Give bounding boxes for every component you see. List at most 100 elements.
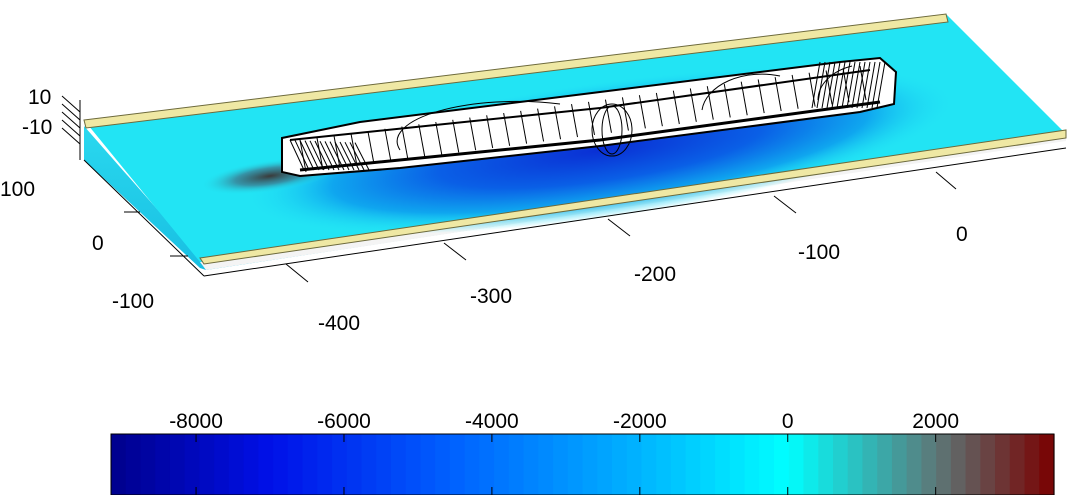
colorbar-cell [700,434,716,495]
hull-section-line [384,128,392,162]
colorbar-cell [184,434,201,495]
hull-bow-line [831,61,841,109]
colorbar-cell [479,434,495,495]
colorbar-cell [523,434,539,495]
hull-section-line [554,106,562,140]
colorbar-cell [832,434,849,495]
hull-bow-line [861,61,871,109]
colorbar-cell [376,434,392,495]
colorbar-cell [965,434,981,495]
x-tick-label: -400 [318,312,360,335]
colorbar-cell [199,434,215,495]
hull-section-line [486,115,494,149]
colorbar-cell [332,434,348,495]
colorbar-tick-label: -8000 [169,410,223,433]
hull-section-line [638,95,646,129]
hull-stern-line [324,141,340,171]
colorbar-cell [155,434,171,495]
colorbar-tick-label: -2000 [613,410,667,433]
hull-section-line [791,74,799,109]
hull-section-line [621,97,629,131]
colorbar-cell [390,434,407,495]
hull-stern-line [349,142,365,171]
hull-deck [289,69,871,141]
colorbar-cell [1009,434,1026,495]
hull-bow-line [821,61,831,109]
hull-bow-line [871,61,881,109]
hull-section-line [299,139,307,173]
colorbar-cell [287,434,304,495]
colorbar: -8000 -6000 -4000 -2000 0 2000 [110,410,1055,495]
colorbar-cell [641,434,657,495]
hull-bow-line [836,61,846,109]
y-tick-label: 0 [92,232,104,255]
colorbar-cell [420,434,436,495]
colorbar-cell [435,434,451,495]
colorbar-cell [788,434,805,495]
colorbar-cell [111,434,127,495]
hull-stern-line [314,140,330,171]
z-tick-label: -10 [22,116,52,139]
colorbar-cell [449,434,466,495]
hull-section-line [723,83,731,118]
colorbar-cell [670,434,687,495]
colorbar-cell [1039,434,1055,495]
colorbar-cell [891,434,908,495]
colorbar-cell [1024,434,1040,495]
colorbar-cell [214,434,230,495]
hull-bow-line [826,61,836,109]
colorbar-cell [906,434,922,495]
x-tick-label: 0 [956,223,968,246]
colorbar-cell [140,434,156,495]
x-tick-label: -200 [634,263,676,286]
hull-bow-line [851,61,861,109]
hull-stern-line [319,140,335,171]
colorbar-cell [685,434,701,495]
hull-stern-line [309,140,325,171]
hull-stern-line [344,141,360,171]
hull-bow-line [866,61,876,109]
hull-bow-line [846,61,856,109]
colorbar-cell [818,434,834,495]
colorbar-tick-label: 0 [782,410,794,433]
colorbar-cell [125,434,142,495]
hull-section-line [689,88,697,122]
colorbar-cell [508,434,525,495]
hull-section-line [401,126,409,160]
hull-arcs [396,65,853,157]
hull-section-line [367,130,375,164]
hull-section-line [469,117,477,151]
hull-section-line [333,135,341,168]
colorbar-cell [258,434,274,495]
colorbar-cell [597,434,613,495]
colorbar-cell [744,434,760,495]
hull-section-line [774,77,782,111]
hull-bow-line [876,61,886,109]
hull-bow-line [856,61,866,109]
axis-z [61,95,81,160]
colorbar-cell [317,434,333,495]
x-tick-label: -100 [798,241,840,264]
colorbar-cell [921,434,937,495]
colorbar-cell [494,434,510,495]
y-tick-label: 100 [0,178,35,201]
colorbar-cell [611,434,628,495]
colorbar-cell [243,434,259,495]
hull-stern-line [329,141,345,171]
axis-x-line [203,147,1067,277]
hull-section-line [655,92,663,127]
colorbar-cell [995,434,1011,495]
colorbar-frame [110,433,1055,495]
hull-stern-line [334,141,350,171]
hull-section-line [418,124,426,157]
hull-stern-line [299,140,315,171]
hull-section-line [706,86,714,120]
hull-stern-line [354,142,370,171]
colorbar-cell [877,434,893,495]
hull-section-line [452,119,460,153]
bank-far [83,13,949,129]
colorbar-cell [729,434,746,495]
colorbar-cell [169,434,186,495]
hull-section-line [587,101,595,135]
